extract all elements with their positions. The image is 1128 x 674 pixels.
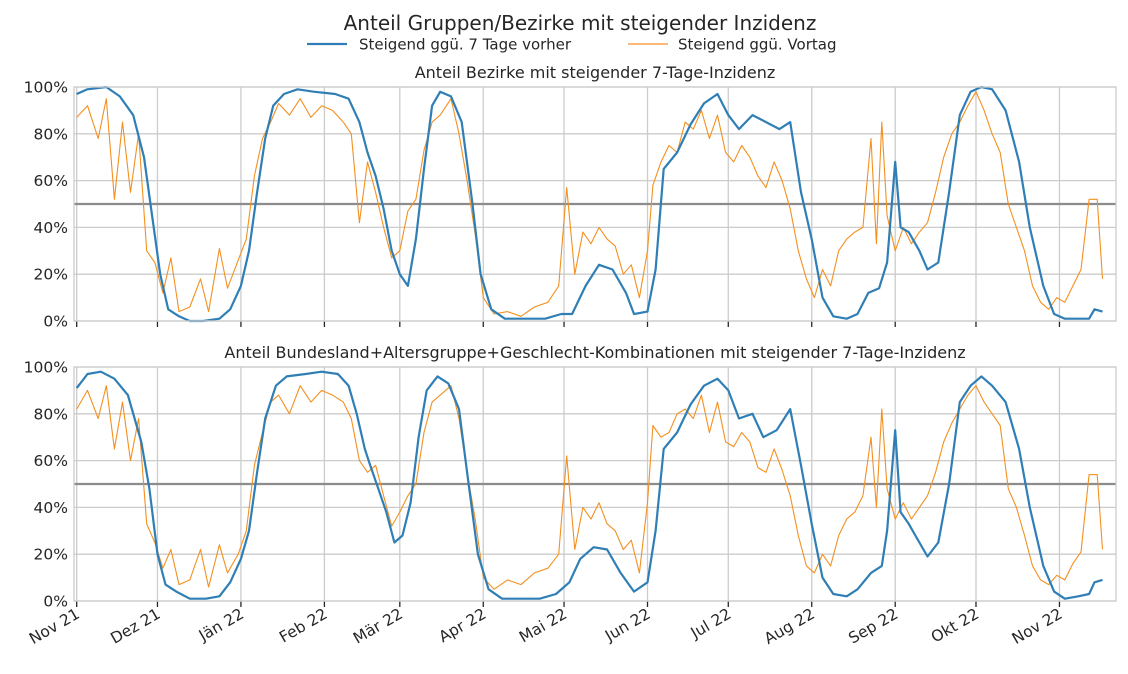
y-tick-label: 0% [43,593,68,611]
panel-title-districts: Anteil Bezirke mit steigender 7-Tage-Inz… [415,63,776,82]
x-tick-label: Jun 22 [601,605,653,646]
y-tick-label: 0% [43,313,68,331]
x-tick-label: Aug 22 [761,605,818,648]
x-tick-label: Nov 21 [26,605,83,648]
y-tick-label: 60% [34,452,68,470]
x-axis-month-labels: Nov 21 Dez 21 Jän 22 Feb 22 Mär 22 Apr 22 Mai … [26,605,1065,648]
plot-frame [73,86,1117,322]
y-tick-label: 60% [34,172,68,190]
panel-groups: Anteil Bundesland+Altersgruppe+Geschlech… [24,343,1117,611]
x-tick-label: Okt 22 [928,605,982,647]
series-line-weekly [75,370,1103,600]
panel-districts: Anteil Bezirke mit steigender 7-Tage-Inz… [24,63,1117,331]
x-tick-label: Dez 21 [107,605,163,648]
legend-label-weekly: Steigend ggü. 7 Tage vorher [359,36,572,54]
legend-label-daily: Steigend ggü. Vortag [678,36,836,54]
x-tick-label: Mär 22 [350,605,406,648]
plot-frame [73,366,1117,602]
x-tick-label: Jän 22 [195,605,247,645]
y-tick-label: 80% [34,125,68,143]
y-tick-label: 20% [34,266,68,284]
y-tick-label: 40% [34,499,68,517]
series-line-daily [76,91,1104,317]
y-tick-label: 100% [24,79,68,97]
legend: Steigend ggü. 7 Tage vorher Steigend ggü… [307,36,836,54]
x-tick-label: Jul 22 [687,605,734,643]
x-tick-label: Nov 22 [1009,605,1066,648]
y-tick-label: 40% [34,219,68,237]
y-tick-label: 80% [34,405,68,423]
x-tick-label: Apr 22 [436,605,490,646]
figure-title: Anteil Gruppen/Bezirke mit steigender In… [344,11,817,35]
x-tick-label: Feb 22 [276,605,330,647]
y-tick-label: 20% [34,546,68,564]
series-line-daily [76,385,1104,590]
x-tick-label: Sep 22 [846,605,902,648]
y-tick-label: 100% [24,359,68,377]
panel-title-groups: Anteil Bundesland+Altersgruppe+Geschlech… [224,343,965,362]
series-line-weekly [76,85,1103,323]
x-tick-label: Mai 22 [516,605,570,647]
